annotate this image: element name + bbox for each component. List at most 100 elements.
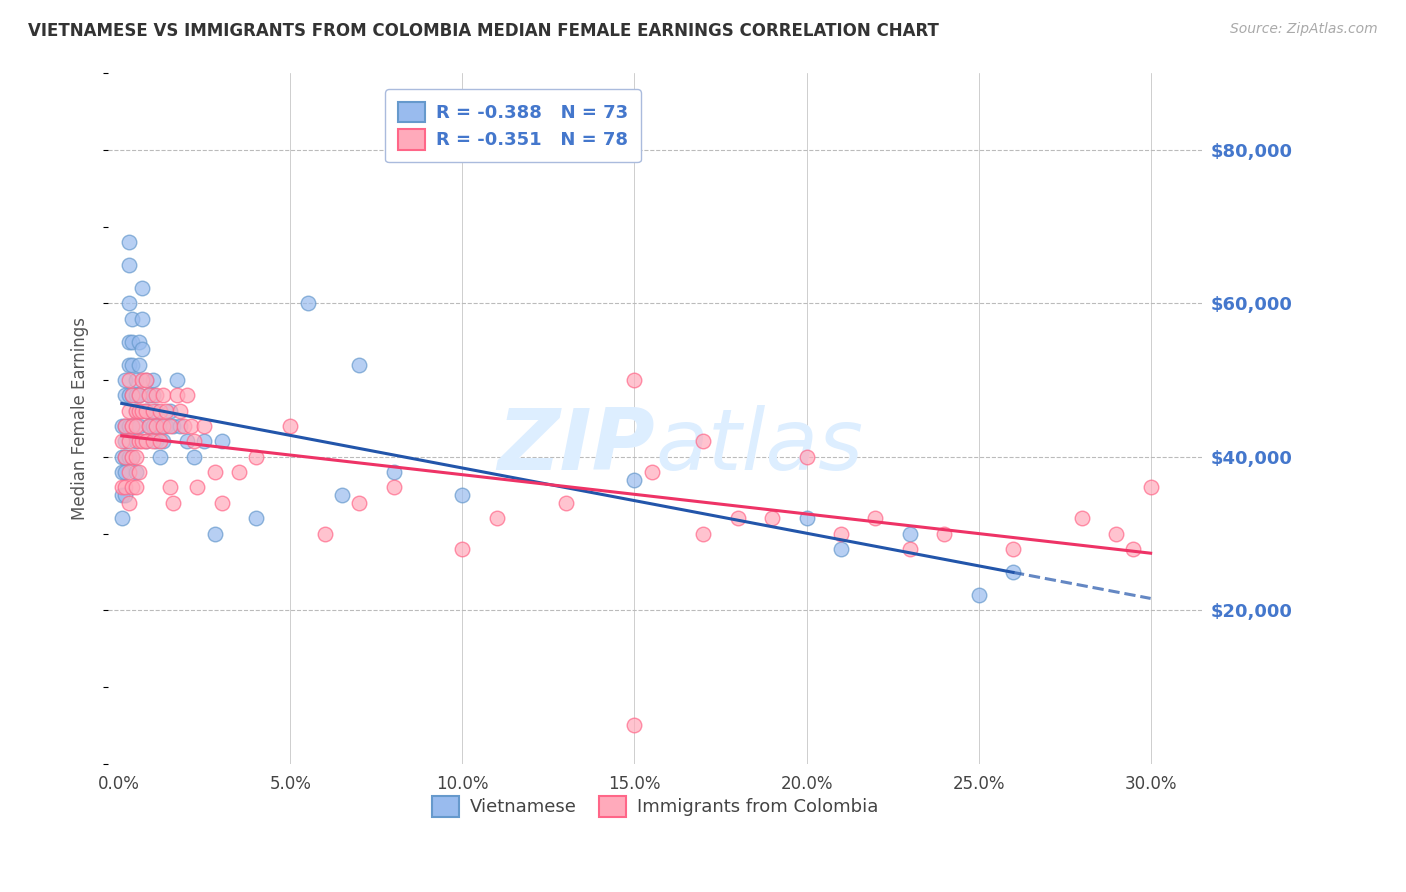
Point [180,419,202,434]
Point [166,388,188,402]
Point [193,419,215,434]
Point [142,388,165,402]
Point [111,488,134,502]
Point [314,526,336,541]
Point [692,526,714,541]
Point [117,296,139,310]
Point [145,403,167,417]
Point [204,465,226,479]
Point [121,450,143,464]
Point [623,373,645,387]
Point [155,403,177,417]
Point [166,373,188,387]
Point [114,488,136,502]
Point [173,419,195,434]
Point [382,481,405,495]
Point [1001,565,1024,579]
Point [131,373,153,387]
Point [128,434,150,449]
Point [128,419,150,434]
Point [830,541,852,556]
Point [623,473,645,487]
Point [121,388,143,402]
Point [117,258,139,272]
Point [485,511,508,525]
Point [117,465,139,479]
Point [176,434,198,449]
Point [162,419,184,434]
Point [152,419,174,434]
Point [138,419,160,434]
Point [149,403,172,417]
Point [124,403,146,417]
Point [149,434,172,449]
Point [128,403,150,417]
Y-axis label: Median Female Earnings: Median Female Earnings [72,317,89,520]
Point [183,434,205,449]
Point [124,388,146,402]
Point [111,511,134,525]
Point [117,373,139,387]
Point [128,358,150,372]
Point [382,465,405,479]
Point [204,526,226,541]
Point [245,450,267,464]
Point [114,450,136,464]
Point [176,388,198,402]
Point [135,373,157,387]
Point [117,450,139,464]
Point [1001,541,1024,556]
Point [117,358,139,372]
Point [761,511,783,525]
Point [121,419,143,434]
Point [1122,541,1144,556]
Point [131,281,153,295]
Point [114,481,136,495]
Text: atlas: atlas [655,405,863,488]
Point [145,388,167,402]
Point [297,296,319,310]
Point [152,434,174,449]
Point [121,419,143,434]
Point [1105,526,1128,541]
Point [142,403,165,417]
Point [111,481,134,495]
Point [114,450,136,464]
Point [131,343,153,357]
Point [451,488,474,502]
Point [967,588,990,602]
Point [121,358,143,372]
Point [121,388,143,402]
Point [142,434,165,449]
Point [138,388,160,402]
Text: VIETNAMESE VS IMMIGRANTS FROM COLOMBIA MEDIAN FEMALE EARNINGS CORRELATION CHART: VIETNAMESE VS IMMIGRANTS FROM COLOMBIA M… [28,22,939,40]
Point [245,511,267,525]
Point [228,465,250,479]
Point [117,334,139,349]
Point [124,450,146,464]
Point [117,434,139,449]
Point [131,434,153,449]
Point [121,334,143,349]
Point [162,496,184,510]
Point [169,419,191,434]
Point [135,403,157,417]
Point [124,481,146,495]
Point [114,419,136,434]
Point [124,403,146,417]
Point [330,488,353,502]
Point [135,403,157,417]
Point [114,465,136,479]
Point [347,358,370,372]
Point [451,541,474,556]
Point [124,465,146,479]
Point [128,334,150,349]
Point [554,496,576,510]
Point [727,511,749,525]
Point [211,434,233,449]
Point [152,388,174,402]
Point [796,511,818,525]
Point [155,419,177,434]
Point [114,434,136,449]
Point [114,373,136,387]
